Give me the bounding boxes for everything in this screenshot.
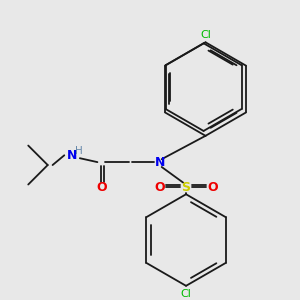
Text: H: H [75, 146, 83, 156]
Text: O: O [207, 181, 218, 194]
Text: Cl: Cl [181, 289, 191, 298]
Text: N: N [67, 149, 77, 162]
Text: Cl: Cl [200, 29, 211, 40]
Text: N: N [154, 156, 165, 169]
Text: S: S [182, 181, 190, 194]
Text: O: O [96, 181, 106, 194]
Text: O: O [154, 181, 165, 194]
